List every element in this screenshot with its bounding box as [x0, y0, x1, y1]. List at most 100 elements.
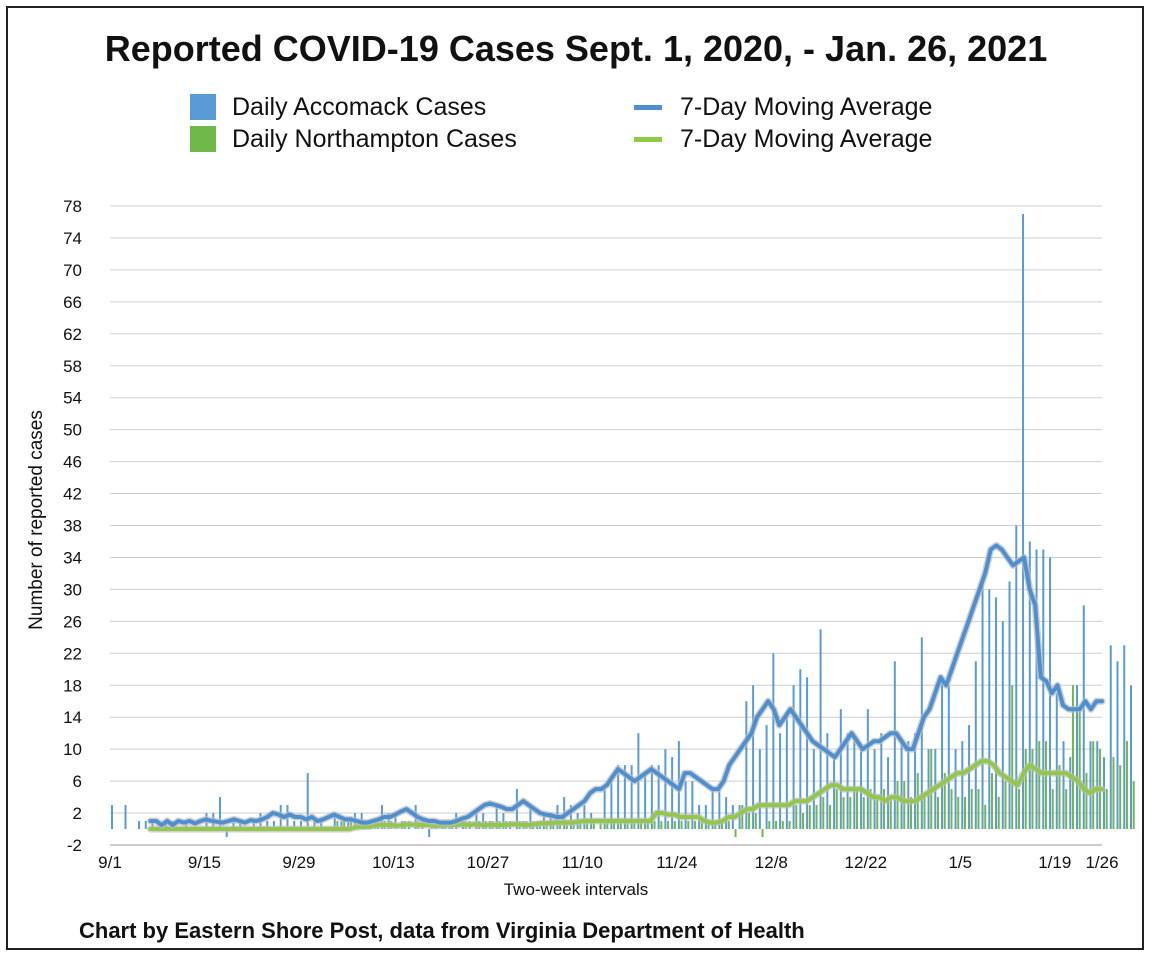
- accomack-bar: [1001, 621, 1004, 830]
- accomack-bar: [765, 725, 768, 830]
- northampton-bar: [903, 781, 906, 830]
- northampton-bar: [700, 821, 703, 830]
- northampton-bar: [721, 821, 724, 830]
- northampton-bar: [727, 821, 730, 830]
- northampton-bar: [883, 789, 886, 830]
- northampton-bar: [1071, 685, 1074, 830]
- accomack-bar: [887, 757, 890, 830]
- accomack-bar: [124, 805, 127, 830]
- accomack-bar: [833, 757, 836, 830]
- y-tick-label: 50: [63, 421, 82, 440]
- northampton-bar: [748, 813, 751, 830]
- accomack-bar: [502, 813, 505, 830]
- accomack-bar: [630, 765, 633, 830]
- northampton-bar: [802, 813, 805, 830]
- accomack-bar: [846, 733, 849, 830]
- accomack-bar: [691, 781, 694, 830]
- accomack-average-line: [148, 543, 1104, 827]
- y-tick-label: 38: [63, 517, 82, 536]
- accomack-bar: [1062, 741, 1065, 830]
- accomack-bar: [1035, 549, 1038, 830]
- accomack-bar: [1096, 741, 1099, 830]
- accomack-bar: [819, 629, 822, 830]
- accomack-bar: [995, 597, 998, 830]
- northampton-bar: [1011, 685, 1014, 830]
- x-tick-label: 1/19: [1038, 853, 1071, 872]
- x-tick-label: 10/27: [467, 853, 510, 872]
- accomack-bar: [266, 821, 269, 830]
- x-tick-label: 1/26: [1085, 853, 1118, 872]
- chart-credit: Chart by Eastern Shore Post, data from V…: [79, 918, 805, 943]
- y-tick-label: 30: [63, 580, 82, 599]
- legend-item-northampton-cases: Daily Northampton Cases: [190, 124, 517, 154]
- accomack-bar: [1082, 605, 1085, 830]
- northampton-bar: [1105, 789, 1108, 830]
- northampton-bar: [626, 821, 629, 830]
- northampton-bar: [1119, 765, 1122, 830]
- northampton-bar: [849, 797, 852, 830]
- accomack-bar: [907, 741, 910, 830]
- accomack-bar: [1055, 693, 1058, 830]
- northampton-bar: [1044, 741, 1047, 830]
- accomack-bar: [347, 821, 350, 830]
- accomack-bar: [239, 821, 242, 830]
- accomack-bar: [333, 813, 336, 830]
- northampton-bar: [1024, 749, 1027, 830]
- accomack-bar: [968, 725, 971, 830]
- y-tick-label: 22: [63, 644, 82, 663]
- northampton-bar: [1051, 789, 1054, 830]
- accomack-bar: [1076, 685, 1079, 830]
- y-tick-label: -2: [67, 836, 82, 855]
- accomack-bar: [873, 749, 876, 830]
- y-tick-label: 18: [63, 676, 82, 695]
- y-tick-label: 54: [63, 389, 82, 408]
- x-tick-label: 11/24: [656, 853, 697, 872]
- northampton-bar: [862, 797, 865, 830]
- y-tick-label: 58: [63, 357, 82, 376]
- accomack-bar: [623, 765, 626, 830]
- y-tick-label: 10: [63, 740, 82, 759]
- northampton-bar: [680, 821, 683, 830]
- accomack-bar: [529, 805, 532, 830]
- y-tick-label: 2: [73, 804, 82, 823]
- northampton-bar: [734, 829, 737, 838]
- accomack-bar: [752, 685, 755, 830]
- accomack-bar: [1130, 685, 1133, 830]
- accomack-bar: [272, 821, 275, 830]
- y-axis-label: Number of reported cases: [26, 410, 47, 630]
- accomack-bar: [745, 701, 748, 830]
- northampton-bar: [977, 789, 980, 830]
- northampton-bar: [957, 797, 960, 830]
- northampton-bar: [963, 797, 966, 830]
- accomack-bar: [1109, 645, 1112, 830]
- northampton-bar: [336, 821, 339, 830]
- northampton-bar: [640, 821, 643, 830]
- accomack-bar: [684, 781, 687, 830]
- northampton-bar: [613, 821, 616, 830]
- northampton-bar: [599, 821, 602, 830]
- accomack-bar: [792, 685, 795, 830]
- accomack-bar: [293, 821, 296, 830]
- accomack-bar: [664, 749, 667, 830]
- accomack-bar: [772, 653, 775, 830]
- legend-label-accomack-cases: Daily Accomack Cases: [232, 92, 487, 121]
- legend-label-accomack-average: 7-Day Moving Average: [680, 92, 933, 121]
- accomack-bar: [704, 805, 707, 830]
- northampton-bar: [1017, 789, 1020, 830]
- chart-title: Reported COVID-19 Cases Sept. 1, 2020, -…: [104, 28, 1048, 69]
- accomack-bar: [988, 589, 991, 830]
- accomack-bar: [1015, 525, 1018, 830]
- y-tick-label: 46: [63, 453, 82, 472]
- legend-label-northampton-cases: Daily Northampton Cases: [232, 124, 517, 153]
- legend-item-accomack-cases: Daily Accomack Cases: [190, 92, 486, 122]
- northampton-bar: [768, 821, 771, 830]
- accomack-bar: [225, 829, 228, 838]
- northampton-bar: [667, 821, 670, 830]
- northampton-bar: [1065, 789, 1068, 830]
- legend-line-accomack-average: [634, 104, 662, 110]
- x-tick-label: 1/5: [948, 853, 972, 872]
- accomack-bar: [954, 749, 957, 830]
- northampton-bar: [586, 821, 589, 830]
- y-tick-label: 62: [63, 325, 82, 344]
- northampton-bar: [970, 789, 973, 830]
